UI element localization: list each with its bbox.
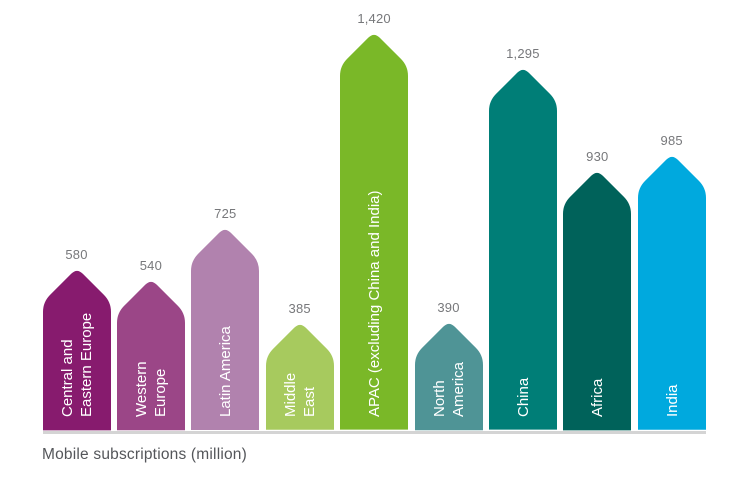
bar-value-apac-excluding-china-and-india: 1,420 <box>357 11 391 27</box>
bar-china: 1,295 China <box>488 46 557 430</box>
bar-middle-east: 385 Middle East <box>265 301 334 430</box>
bar-value-china: 1,295 <box>506 46 540 62</box>
bar-shape-latin-america <box>191 229 260 430</box>
bar-value-india: 985 <box>660 133 683 149</box>
bar-value-latin-america: 725 <box>214 206 237 221</box>
bar-value-central-and-eastern-europe: 580 <box>65 246 88 262</box>
bar-shape-north-america <box>414 323 483 430</box>
chart-baseline <box>42 430 706 434</box>
bar-shape-india <box>637 157 706 430</box>
bar-western-europe: 540 Western Europe <box>116 258 185 430</box>
bar-india: 985 India <box>637 133 706 430</box>
chart-title: Mobile subscriptions (million) <box>42 446 247 463</box>
bar-shape-africa <box>563 172 632 430</box>
bar-shape-central-and-eastern-europe <box>42 270 111 430</box>
bar-north-america: 390 North America <box>414 300 483 430</box>
bar-latin-america: 725 Latin America <box>191 206 260 430</box>
bar-africa: 930 Africa <box>563 149 632 430</box>
bar-shape-china <box>488 70 557 430</box>
bar-shape-apac-excluding-china-and-india <box>340 35 409 430</box>
bar-shape-middle-east <box>265 325 334 430</box>
bar-apac-excluding-china-and-india: 1,420 APAC (excluding China and India) <box>340 11 409 430</box>
bar-value-western-europe: 540 <box>139 257 163 273</box>
bar-value-africa: 930 <box>586 148 609 164</box>
bar-value-north-america: 390 <box>437 299 460 315</box>
bar-shape-western-europe <box>116 281 185 430</box>
bar-value-middle-east: 385 <box>288 301 311 317</box>
bar-central-and-eastern-europe: 580 Central and Eastern Europe <box>42 247 111 430</box>
